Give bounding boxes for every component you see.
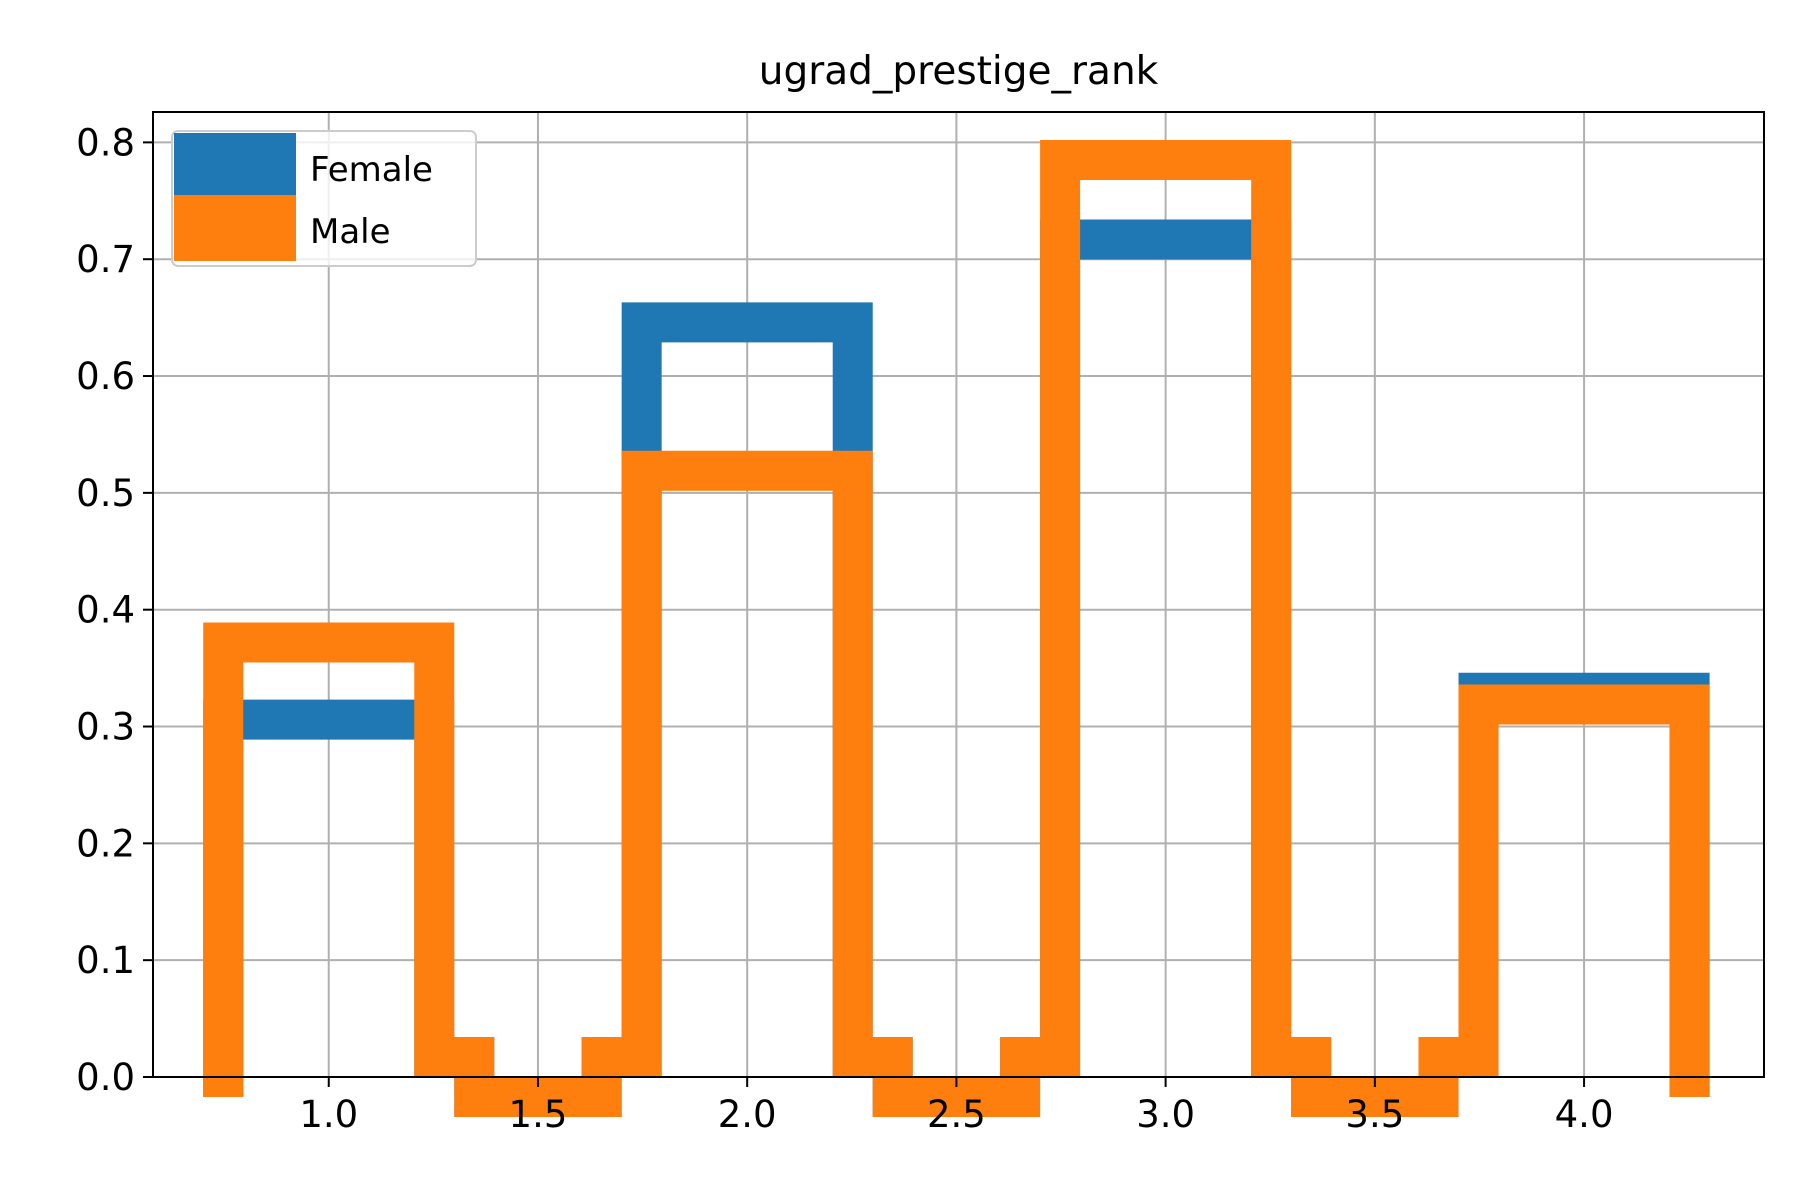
y-tick-label: 0.4 xyxy=(76,589,135,632)
legend: Female Male xyxy=(171,130,477,267)
x-tick-label: 2.5 xyxy=(927,1093,986,1136)
x-tick-label: 1.5 xyxy=(509,1093,568,1136)
y-tick-label: 0.6 xyxy=(76,355,135,398)
x-tick-label: 3.0 xyxy=(1136,1093,1195,1136)
x-axis: 1.0 1.5 2.0 2.5 3.0 3.5 4.0 xyxy=(299,1077,1613,1136)
x-tick-label: 2.0 xyxy=(718,1093,777,1136)
plot-frame xyxy=(152,111,1765,1078)
chart-title: ugrad_prestige_rank xyxy=(759,49,1159,94)
y-tick-label: 0.2 xyxy=(76,822,135,865)
y-tick-label: 0.8 xyxy=(76,121,135,164)
y-tick-label: 0.5 xyxy=(76,472,135,515)
x-tick-label: 4.0 xyxy=(1555,1093,1614,1136)
legend-label-female: Female xyxy=(310,150,433,190)
y-tick-label: 0.7 xyxy=(76,238,135,281)
legend-swatch-male xyxy=(174,195,296,261)
x-tick-label: 3.5 xyxy=(1345,1093,1404,1136)
legend-label-male: Male xyxy=(310,212,391,252)
y-tick-label: 0.1 xyxy=(76,939,135,982)
y-tick-label: 0.0 xyxy=(76,1056,135,1099)
x-tick-label: 1.0 xyxy=(299,1093,358,1136)
y-axis: 0.0 0.1 0.2 0.3 0.4 0.5 0.6 0.7 0.8 xyxy=(76,121,153,1099)
legend-swatch-female xyxy=(174,133,296,199)
y-tick-label: 0.3 xyxy=(76,706,135,749)
